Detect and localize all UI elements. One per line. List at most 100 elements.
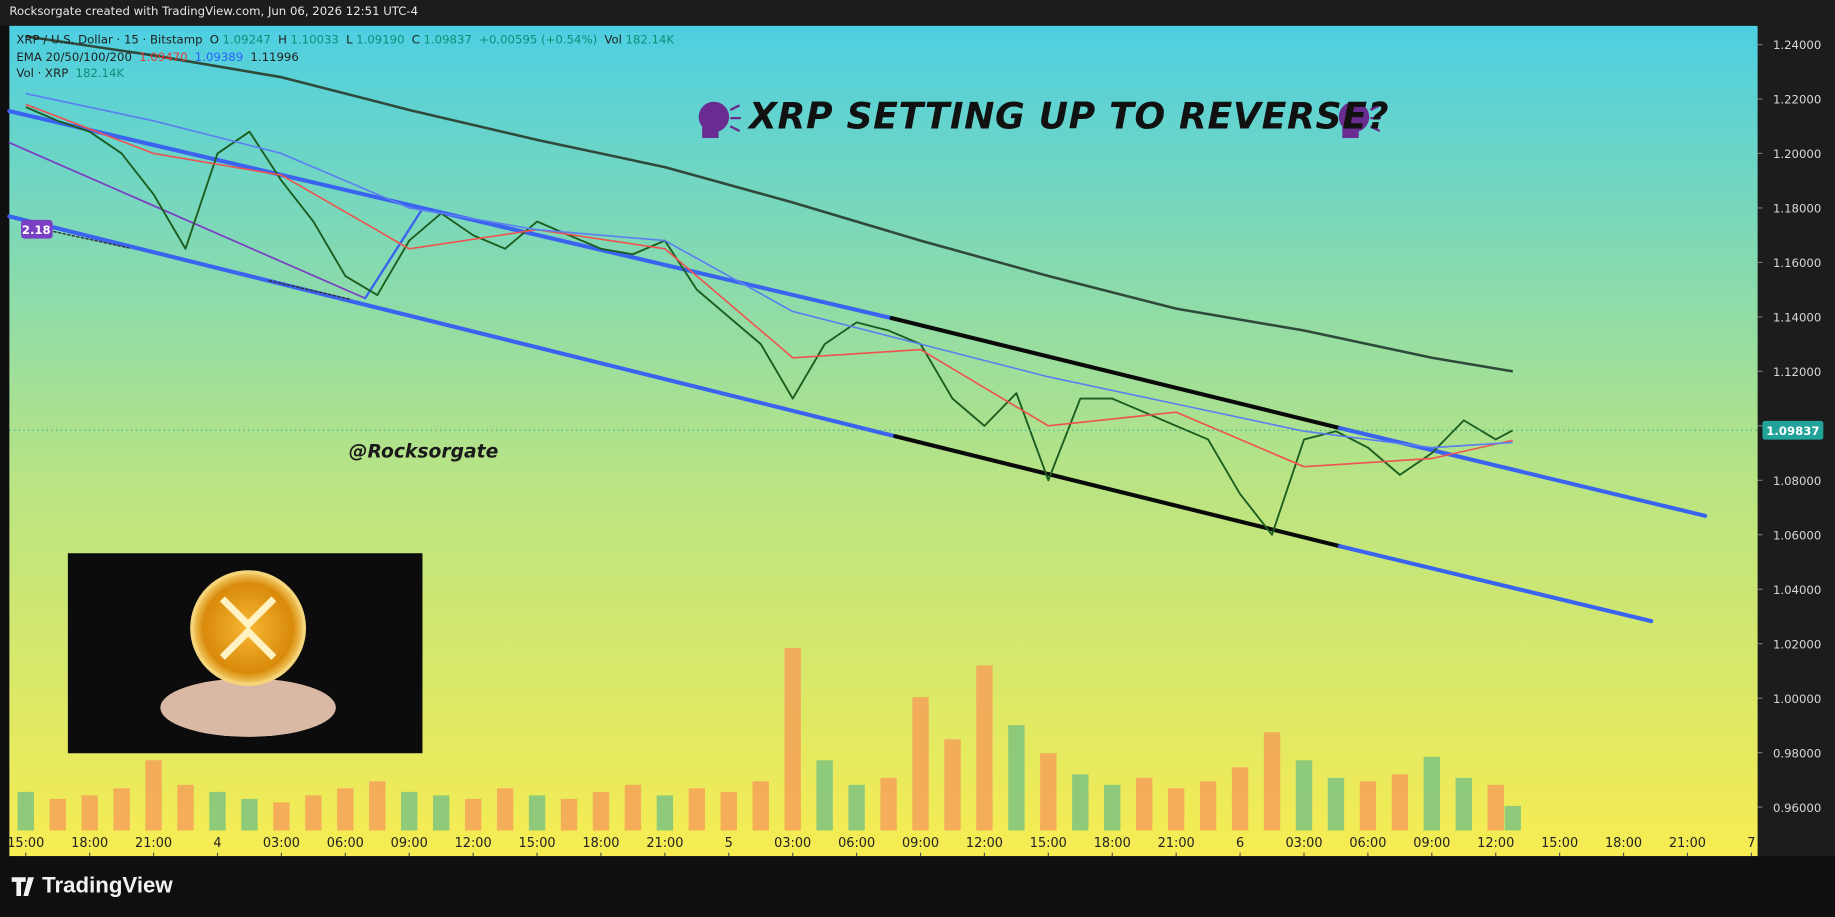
volume-bar [113, 788, 130, 831]
series-line [25, 35, 1514, 373]
channel-line [889, 316, 1343, 431]
volume-bar [17, 791, 34, 831]
value: 1.09190 [356, 33, 405, 47]
label-box [21, 219, 53, 239]
dotted-line [53, 230, 130, 249]
x-tick-label: 03:00 [263, 836, 300, 851]
volume-bar [1136, 777, 1153, 831]
volume-bar [656, 795, 674, 831]
volume-bar [1231, 767, 1249, 831]
x-tick-label: 21:00 [646, 836, 683, 851]
volume-bar [1008, 725, 1025, 831]
x-tick-label: 09:00 [1413, 836, 1450, 851]
volume-bar [369, 781, 386, 831]
series-line [25, 92, 1513, 449]
y-tick-label: 1.02000 [1773, 637, 1821, 651]
x-tick-label: 06:00 [838, 836, 875, 851]
dotted-line [268, 280, 352, 301]
volume-bar [720, 791, 737, 831]
x-tick-label: 03:00 [774, 836, 811, 851]
value: 1.09470 [139, 51, 188, 65]
annotation: @Rocksorgate [348, 439, 499, 463]
x-tick-label: 12:00 [455, 836, 492, 851]
volume-bar [976, 665, 993, 831]
last-price-label: 1.09837 [1766, 424, 1819, 438]
price-axis [1757, 25, 1835, 857]
trend-line [363, 209, 423, 300]
emoji [698, 101, 1381, 139]
y-tick-label: 1.06000 [1773, 528, 1821, 542]
x-tick-label: 21:00 [135, 836, 172, 851]
volume-bar [752, 781, 769, 831]
x-tick-label: 12:00 [1477, 836, 1514, 851]
x-tick-label: 18:00 [1094, 836, 1131, 851]
volume-bar [1487, 784, 1504, 831]
x-tick-label: 15:00 [519, 836, 556, 851]
hands [160, 678, 336, 737]
brand-logo [11, 877, 34, 896]
volume-bar [1295, 760, 1313, 831]
change: +0.00595 (+0.54%) [479, 33, 598, 47]
volume-bar [688, 788, 706, 831]
series-line [25, 103, 1514, 468]
label: Vol [604, 33, 622, 47]
y-tick-label: 1.04000 [1773, 583, 1821, 597]
channel-line [7, 214, 898, 439]
y-tick-label: 0.98000 [1773, 746, 1821, 760]
label: H [278, 33, 287, 47]
series-layer [25, 35, 1514, 536]
volume-bar [209, 791, 226, 831]
value: 1.09247 [222, 33, 271, 47]
bottom-bar [0, 856, 1835, 917]
value: 1.09837 [423, 33, 472, 47]
value: 1.09389 [194, 51, 244, 65]
y-tick-label: 1.20000 [1773, 147, 1821, 161]
x-tick-label: 06:00 [1349, 836, 1386, 851]
value: 1.11996 [250, 51, 299, 65]
brand: TradingView [42, 873, 173, 899]
y-tick-label: 1.16000 [1773, 256, 1821, 270]
legend-row: EMA 20/50/100/200 1.09470 1.09389 1.1199… [16, 51, 302, 64]
volume-bar [145, 760, 162, 831]
y-tick-label: 1.08000 [1773, 474, 1821, 488]
volume-bar [1359, 781, 1377, 831]
volume-bar [1504, 805, 1521, 831]
x-tick-label: 7 [1747, 836, 1755, 851]
top-bar [0, 0, 1835, 26]
y-tick-label: 1.00000 [1773, 692, 1821, 706]
channel-line [1337, 544, 1654, 624]
volume-bar [1455, 777, 1472, 831]
volume-bar [1104, 784, 1121, 831]
volume-bar [944, 739, 961, 831]
volume-bar [49, 798, 66, 831]
volume-bar [273, 802, 290, 831]
volume-bar [496, 788, 514, 831]
symbol: XRP / U.S. Dollar · 15 · Bitstamp [16, 33, 203, 47]
x-tick-label: 21:00 [1669, 836, 1706, 851]
volume-bar [1167, 788, 1185, 831]
label: L [346, 33, 353, 47]
volume-bar [624, 784, 642, 831]
trend-line [8, 141, 367, 300]
volume-bar [880, 777, 897, 831]
last-price-badge [1762, 420, 1824, 440]
volume-bar [784, 647, 801, 831]
x-tick-label: 18:00 [71, 836, 108, 851]
volume-bar [432, 795, 450, 831]
y-tick-label: 1.22000 [1773, 93, 1821, 107]
thumbnail [67, 553, 423, 754]
x-tick-label: 15:00 [1541, 836, 1578, 851]
x-tick-label: 06:00 [327, 836, 364, 851]
volume-bar [816, 760, 833, 831]
x-tick-label: 12:00 [966, 836, 1003, 851]
volume-bar [401, 791, 418, 831]
volume-bar [464, 798, 482, 831]
volume-bar [1040, 753, 1057, 831]
value: 182.14K [75, 67, 125, 81]
annotation: 2.18 [22, 223, 51, 237]
label: Vol · XRP [16, 67, 69, 81]
label: EMA 20/50/100/200 [16, 51, 132, 65]
volume-bar [305, 795, 322, 831]
